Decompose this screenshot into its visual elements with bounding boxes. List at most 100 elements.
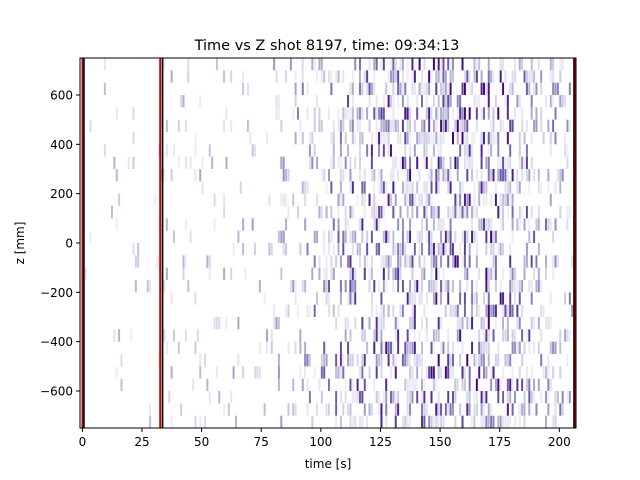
heatmap-cell: [440, 144, 443, 157]
heatmap-cell: [378, 144, 381, 157]
heatmap-cell: [435, 107, 438, 120]
heatmap-cell: [428, 119, 431, 132]
heatmap-cell: [421, 243, 423, 256]
heatmap-cell: [232, 243, 235, 256]
heatmap-cell: [237, 317, 240, 330]
heatmap-cell: [447, 391, 450, 404]
heatmap-cell: [452, 255, 454, 268]
heatmap-cell: [330, 267, 333, 280]
heatmap-cell: [223, 70, 226, 83]
heatmap-cell: [370, 255, 373, 268]
heatmap-cell: [337, 230, 340, 243]
heatmap-cell: [437, 95, 440, 108]
heatmap-cell: [258, 366, 261, 379]
heatmap-cell: [440, 156, 443, 169]
heatmap-cell: [432, 292, 435, 305]
heatmap-cell: [354, 415, 357, 428]
heatmap-cell: [428, 169, 431, 182]
heatmap-cell: [463, 119, 466, 132]
heatmap-cell: [475, 304, 478, 317]
x-tick-label: 0: [79, 435, 87, 449]
heatmap-cell: [452, 304, 454, 317]
heatmap-cell: [490, 218, 493, 231]
heatmap-cell: [518, 156, 521, 169]
heatmap-cell: [506, 317, 509, 330]
heatmap-cell: [409, 119, 412, 132]
heatmap-cell: [170, 366, 173, 379]
heatmap-cell: [456, 193, 459, 206]
heatmap-cell: [406, 181, 409, 194]
heatmap-cell: [437, 169, 440, 182]
heatmap-cell: [299, 119, 302, 132]
heatmap-cell: [466, 403, 469, 416]
heatmap-cell: [211, 156, 214, 169]
heatmap-cell: [528, 280, 531, 293]
heatmap-cell: [394, 156, 397, 169]
heatmap-cell: [430, 366, 433, 379]
heatmap-cell: [487, 403, 490, 416]
heatmap-cell: [149, 415, 152, 428]
heatmap-cell: [397, 317, 400, 330]
heatmap-cell: [430, 243, 433, 256]
heatmap-cell: [514, 107, 516, 120]
heatmap-cell: [461, 82, 464, 95]
heatmap-cell: [237, 354, 240, 367]
heatmap-cell: [370, 403, 373, 416]
heatmap-cell: [528, 341, 531, 354]
heatmap-cell: [492, 119, 495, 132]
heatmap-cell: [223, 193, 226, 206]
heatmap-cell: [502, 415, 505, 428]
heatmap-cell: [409, 107, 412, 120]
heatmap-cell: [449, 169, 452, 182]
heatmap-cell: [509, 391, 512, 404]
heatmap-cell: [323, 341, 326, 354]
heatmap-cell: [230, 267, 233, 280]
heatmap-cell: [492, 415, 495, 428]
heatmap-cell: [552, 341, 555, 354]
heatmap-cell: [359, 391, 361, 404]
heatmap-cell: [380, 119, 383, 132]
heatmap-cell: [368, 280, 371, 293]
heatmap-cell: [432, 243, 435, 256]
heatmap-cell: [444, 82, 447, 95]
heatmap-cell: [490, 267, 493, 280]
heatmap-cell: [509, 280, 512, 293]
heatmap-cell: [559, 329, 562, 342]
heatmap-cell: [487, 95, 490, 108]
heatmap-cell: [485, 230, 488, 243]
heatmap-cell: [559, 181, 562, 194]
heatmap-cell: [456, 156, 459, 169]
heatmap-cell: [475, 255, 478, 268]
heatmap-cell: [194, 341, 197, 354]
heatmap-cell: [461, 119, 464, 132]
heatmap-cell: [277, 107, 280, 120]
heatmap-cell: [466, 169, 469, 182]
heatmap-cell: [466, 391, 469, 404]
heatmap-cell: [397, 132, 400, 145]
heatmap-cell: [206, 378, 209, 391]
heatmap-cell: [559, 366, 562, 379]
heatmap-cell: [401, 243, 404, 256]
heatmap-cell: [382, 255, 385, 268]
heatmap-cell: [547, 391, 550, 404]
heatmap-cell: [440, 132, 443, 145]
heatmap-cell: [332, 218, 335, 231]
heatmap-cell: [320, 58, 323, 71]
heatmap-cell: [547, 181, 550, 194]
heatmap-cell: [425, 181, 428, 194]
heatmap-cell: [447, 206, 450, 219]
heatmap-cell: [199, 169, 202, 182]
heatmap-cell: [566, 119, 569, 132]
heatmap-cell: [554, 415, 557, 428]
heatmap-cell: [430, 280, 433, 293]
heatmap-cell: [392, 181, 395, 194]
heatmap-cell: [540, 181, 543, 194]
heatmap-cell: [270, 329, 273, 342]
heatmap-cell: [413, 341, 416, 354]
heatmap-cell: [409, 378, 412, 391]
heatmap-cell: [521, 354, 524, 367]
heatmap-cell: [399, 255, 402, 268]
heatmap-cell: [473, 206, 476, 219]
heatmap-cell: [425, 317, 428, 330]
heatmap-cell: [416, 156, 419, 169]
